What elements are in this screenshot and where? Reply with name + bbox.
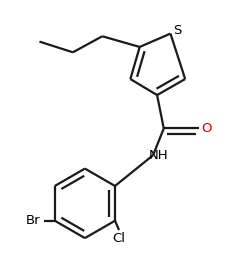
Text: NH: NH [149,149,169,162]
Text: S: S [173,24,181,37]
Text: Cl: Cl [113,232,126,245]
Text: O: O [201,122,211,135]
Text: Br: Br [25,214,40,227]
